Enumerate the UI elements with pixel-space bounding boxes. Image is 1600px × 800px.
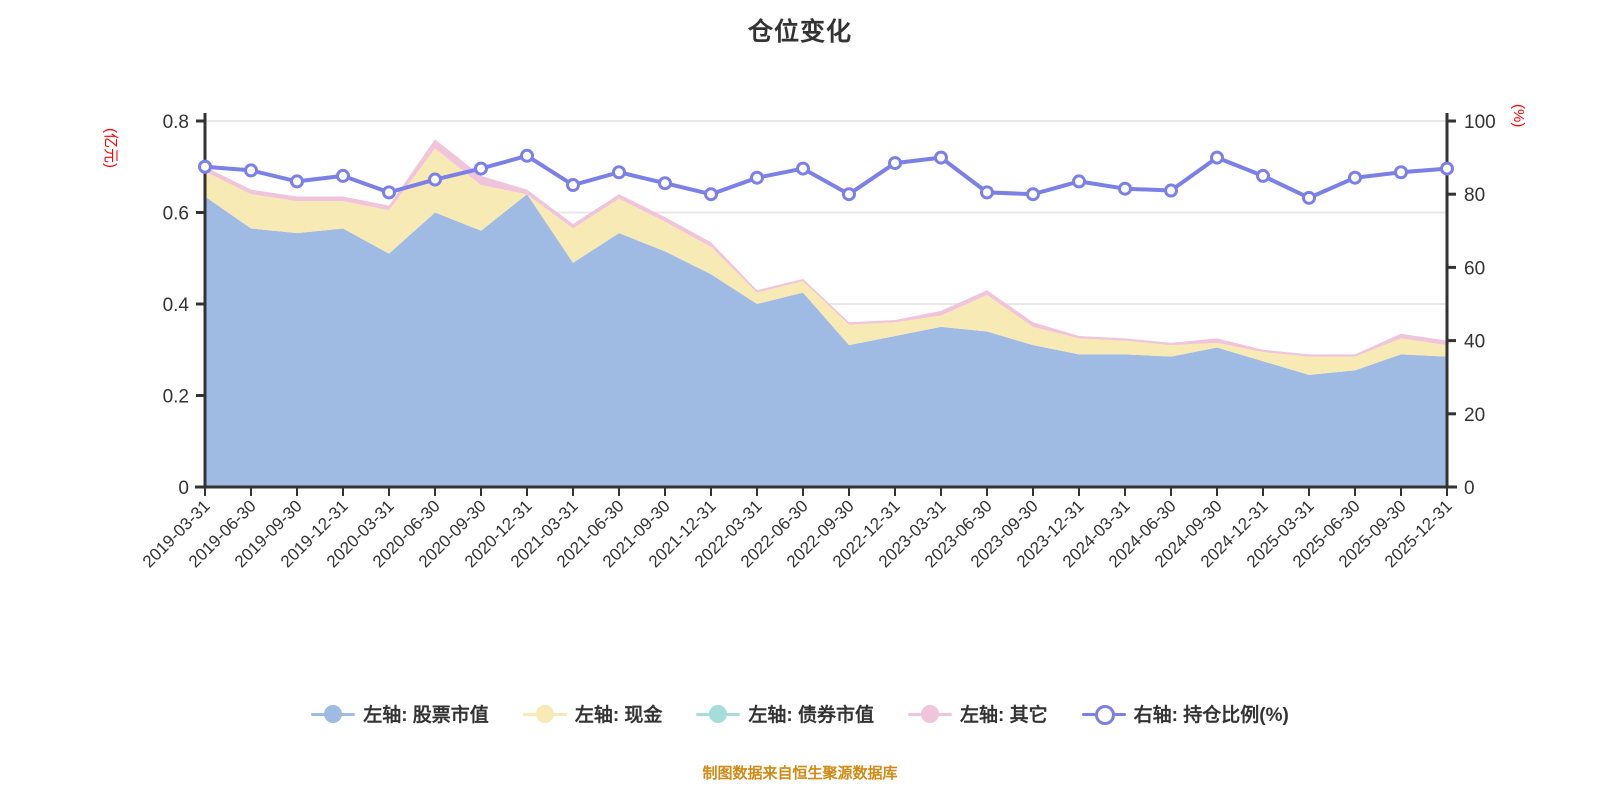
ratio-line-point[interactable] bbox=[612, 165, 626, 180]
ratio-line-point[interactable] bbox=[520, 148, 534, 163]
legend-marker-icon bbox=[311, 703, 356, 725]
legend-item[interactable]: 左轴: 现金 bbox=[522, 700, 663, 727]
legend-marker-icon bbox=[696, 703, 741, 725]
legend-label: 右轴: 持仓比例(%) bbox=[1133, 705, 1289, 726]
legend-marker-icon bbox=[908, 703, 953, 725]
ratio-line-point[interactable] bbox=[290, 174, 304, 189]
ratio-line-point[interactable] bbox=[198, 159, 212, 174]
legend-item[interactable]: 左轴: 债券市值 bbox=[696, 700, 874, 727]
y-axis-left-tick-label: 0 bbox=[178, 478, 189, 499]
ratio-line-point[interactable] bbox=[704, 187, 718, 202]
ratio-line-point[interactable] bbox=[1256, 168, 1270, 183]
ratio-line-point[interactable] bbox=[1072, 174, 1086, 189]
y-axis-right-tick-label: 0 bbox=[1464, 478, 1475, 499]
legend-item[interactable]: 左轴: 其它 bbox=[908, 700, 1048, 727]
chart-legend: 左轴: 股票市值 左轴: 现金 左轴: 债券市值 左轴: 其它 右轴: 持仓比例(%) bbox=[0, 700, 1600, 727]
ratio-line-point[interactable] bbox=[1440, 161, 1454, 176]
legend-item[interactable]: 右轴: 持仓比例(%) bbox=[1081, 700, 1289, 727]
legend-marker-icon bbox=[1081, 703, 1126, 725]
ratio-line-point[interactable] bbox=[244, 163, 258, 178]
ratio-line-point[interactable] bbox=[750, 170, 764, 185]
ratio-line-point[interactable] bbox=[382, 185, 396, 200]
y-axis-right-tick-label: 100 bbox=[1464, 112, 1496, 133]
y-axis-right-tick-label: 80 bbox=[1464, 185, 1485, 206]
y-axis-left-tick-label: 0.8 bbox=[163, 112, 189, 133]
ratio-line-point[interactable] bbox=[1348, 170, 1362, 185]
legend-label: 左轴: 其它 bbox=[960, 705, 1048, 726]
ratio-line-point[interactable] bbox=[1164, 183, 1178, 198]
chart-plot-area: 00.20.40.60.80204060801002019-03-312019-… bbox=[139, 112, 1496, 571]
legend-label: 左轴: 债券市值 bbox=[748, 705, 875, 726]
ratio-line-point[interactable] bbox=[1026, 187, 1040, 202]
ratio-line-point[interactable] bbox=[658, 176, 672, 191]
ratio-line-point[interactable] bbox=[796, 161, 810, 176]
ratio-line-point[interactable] bbox=[1210, 150, 1224, 165]
ratio-line-series bbox=[203, 153, 1449, 200]
y-axis-left-tick-label: 0.2 bbox=[163, 387, 189, 408]
ratio-line-point[interactable] bbox=[1302, 190, 1316, 205]
ratio-line-point[interactable] bbox=[428, 172, 442, 187]
ratio-line-point[interactable] bbox=[336, 168, 350, 183]
area-series bbox=[205, 194, 1447, 487]
legend-label: 左轴: 现金 bbox=[574, 705, 663, 726]
ratio-line-point[interactable] bbox=[888, 156, 902, 171]
ratio-line-point[interactable] bbox=[1394, 165, 1408, 180]
ratio-line-point[interactable] bbox=[474, 161, 488, 176]
y-axis-right-tick-label: 40 bbox=[1464, 332, 1485, 353]
ratio-line-point[interactable] bbox=[842, 187, 856, 202]
ratio-line-point[interactable] bbox=[566, 178, 580, 193]
legend-item[interactable]: 左轴: 股票市值 bbox=[311, 700, 489, 727]
y-axis-left-tick-label: 0.4 bbox=[163, 295, 190, 316]
ratio-line-point[interactable] bbox=[980, 185, 994, 200]
y-axis-right-tick-label: 20 bbox=[1464, 405, 1485, 426]
ratio-line-point[interactable] bbox=[934, 150, 948, 165]
y-axis-left-tick-label: 0.6 bbox=[163, 204, 189, 225]
y-axis-right-tick-label: 60 bbox=[1464, 258, 1485, 279]
ratio-line-point[interactable] bbox=[1118, 181, 1132, 196]
page-title: 仓位变化 bbox=[747, 18, 852, 46]
legend-label: 左轴: 股票市值 bbox=[363, 705, 489, 726]
footer-note: 制图数据来自恒生聚源数据库 bbox=[702, 765, 898, 782]
legend-marker-icon bbox=[522, 703, 567, 725]
